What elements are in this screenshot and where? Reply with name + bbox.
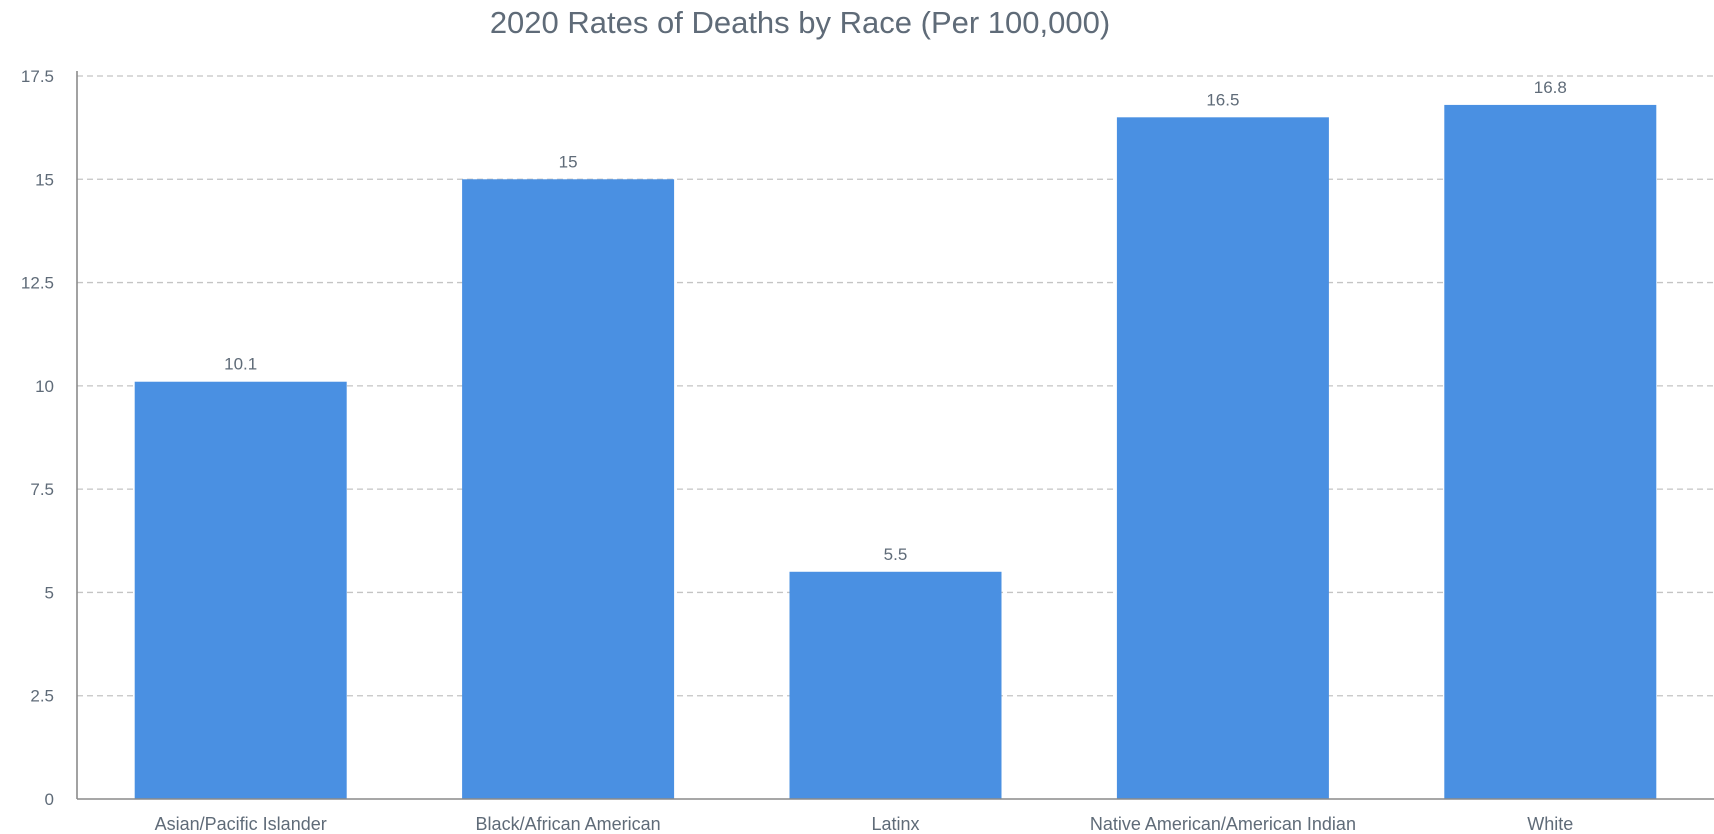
x-tick-label: Latinx bbox=[871, 814, 919, 834]
data-label: 16.8 bbox=[1534, 78, 1567, 97]
data-label: 15 bbox=[559, 152, 578, 171]
bar bbox=[134, 381, 347, 799]
y-tick-label: 10 bbox=[35, 377, 54, 396]
bar bbox=[1116, 117, 1329, 800]
data-label: 16.5 bbox=[1206, 90, 1239, 109]
bar bbox=[462, 179, 675, 800]
axes bbox=[76, 71, 1714, 800]
x-tick-label: Asian/Pacific Islander bbox=[155, 814, 327, 834]
bar bbox=[1444, 104, 1657, 800]
y-tick-label: 2.5 bbox=[30, 687, 54, 706]
labels: 0 2.5 5 7.5 10 12.5 15 17.5 10.1 Asian/Pacific Is… bbox=[21, 67, 1573, 834]
data-label: 5.5 bbox=[884, 545, 908, 564]
chart-title: 2020 Rates of Deaths by Race (Per 100,00… bbox=[490, 5, 1110, 40]
gridlines bbox=[77, 75, 1714, 697]
bar bbox=[789, 571, 1002, 799]
y-tick-label: 12.5 bbox=[21, 274, 54, 293]
x-tick-label: White bbox=[1527, 814, 1573, 834]
x-tick-label: Black/African American bbox=[476, 814, 661, 834]
bars bbox=[134, 104, 1657, 800]
y-tick-label: 5 bbox=[45, 583, 54, 602]
data-label: 10.1 bbox=[224, 355, 257, 374]
y-tick-label: 17.5 bbox=[21, 67, 54, 86]
y-tick-label: 15 bbox=[35, 170, 54, 189]
y-tick-label: 7.5 bbox=[30, 480, 54, 499]
y-tick-label: 0 bbox=[45, 790, 54, 809]
x-tick-label: Native American/American Indian bbox=[1090, 814, 1356, 834]
